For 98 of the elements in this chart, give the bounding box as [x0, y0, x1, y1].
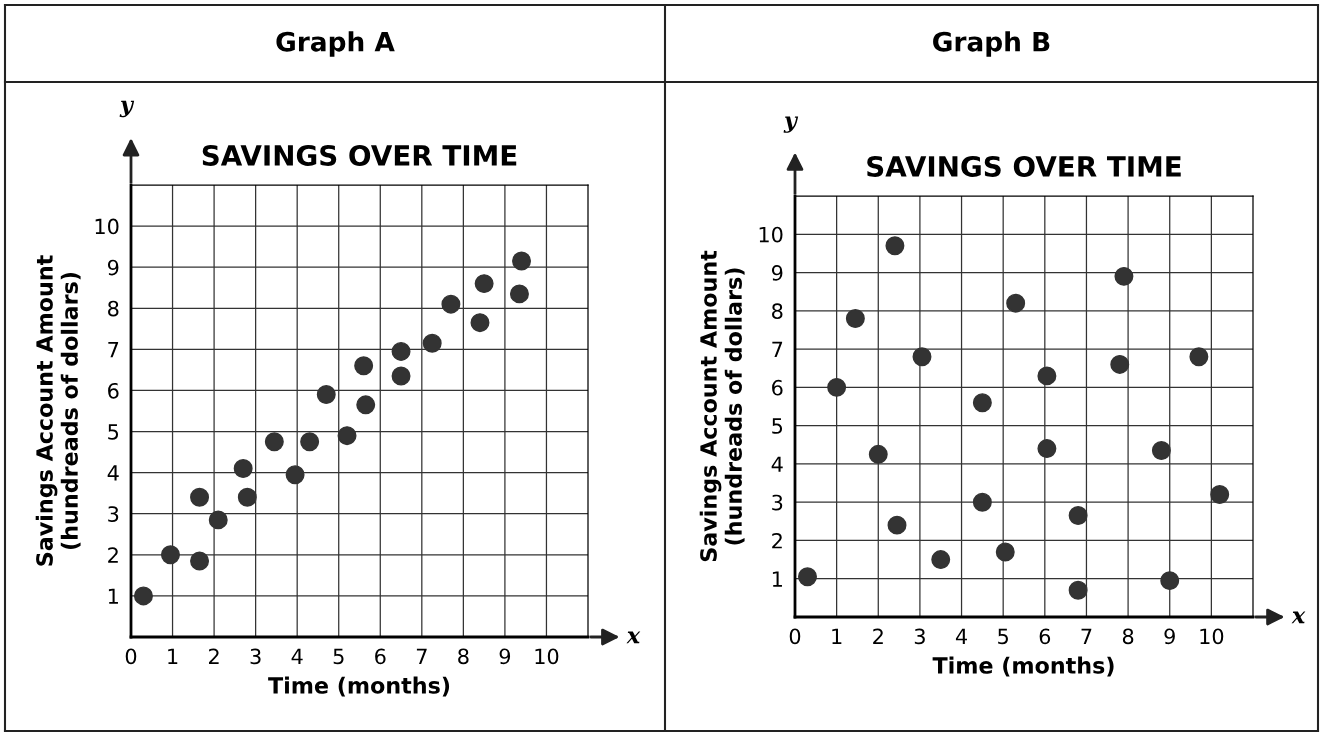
x-tick-label: 3 [914, 628, 925, 645]
y-tick-label: 6 [108, 382, 119, 399]
y-tick-label: 1 [772, 571, 782, 587]
y-tick-label: 3 [772, 494, 783, 511]
point [285, 465, 305, 485]
point [160, 545, 180, 565]
point [422, 333, 442, 353]
x-tick-label: 1 [168, 648, 178, 664]
x-tick-label: 9 [1164, 628, 1175, 645]
point [1068, 580, 1088, 600]
x-tick-label: 10 [1200, 628, 1224, 645]
y-tick-label: 9 [107, 259, 119, 276]
x-tick-label: 3 [250, 648, 261, 665]
y-axis-title: Savings Account Amount (hundreads of dollars) [35, 255, 81, 566]
y-tick-label: 8 [108, 300, 119, 317]
point [1114, 266, 1134, 286]
x-axis-title: Time (months) [932, 656, 1114, 677]
x-axis-title: Time (months) [268, 676, 450, 697]
point [354, 356, 374, 376]
y-tick-label: 1 [108, 588, 118, 604]
text: y [119, 100, 135, 118]
y-tick-label: 9 [771, 265, 783, 281]
point [887, 515, 907, 535]
y-tick-label: 7 [772, 341, 783, 358]
point [1068, 506, 1088, 526]
point [470, 313, 490, 333]
y-tick-label: 4 [771, 456, 783, 472]
y-axis-title: Savings Account Amount (hundreads of dollars) [699, 250, 745, 562]
point [441, 294, 461, 314]
point [1037, 439, 1057, 459]
point [1006, 293, 1026, 313]
y-tick-label: 2 [108, 547, 118, 563]
x-tick-label: 2 [873, 628, 883, 644]
point [356, 395, 376, 415]
y-tick-label: 6 [772, 379, 783, 396]
x-tick-label: 10 [535, 648, 559, 665]
point [391, 341, 411, 361]
point [1110, 354, 1130, 374]
x-tick-label: 7 [1081, 628, 1092, 644]
point [995, 542, 1015, 562]
point [972, 393, 992, 413]
point [133, 586, 153, 606]
point [474, 274, 494, 294]
point [1210, 485, 1230, 505]
x-tick-label: 0 [789, 628, 801, 645]
point [300, 432, 320, 452]
point [391, 366, 411, 386]
text: y [783, 116, 799, 133]
point [931, 550, 951, 570]
point [1151, 441, 1171, 460]
chart-title: Graph B [933, 31, 1050, 57]
chart-subtitle: SAVINGS OVER TIME [867, 155, 1181, 177]
point [868, 444, 888, 464]
x-tick-label: 7 [416, 648, 427, 664]
point [208, 510, 228, 530]
point [1037, 366, 1057, 386]
point [827, 377, 847, 397]
chart-title: Graph A [276, 31, 395, 57]
point [509, 284, 529, 304]
y-tick-label: 10 [95, 218, 119, 235]
point [798, 567, 817, 587]
point [512, 251, 532, 271]
point [912, 347, 932, 367]
x-tick-label: 4 [955, 628, 967, 644]
point [190, 551, 210, 571]
point [1160, 571, 1180, 591]
x-tick-label: 0 [125, 648, 137, 665]
x-tick-label: 6 [1039, 628, 1051, 645]
x-tick-label: 8 [1122, 628, 1134, 645]
x-tick-label: 8 [458, 648, 469, 665]
point [885, 236, 905, 256]
point [337, 426, 357, 446]
point [233, 459, 253, 479]
point [190, 487, 210, 507]
text: x [1291, 611, 1306, 624]
point [972, 492, 992, 512]
x-tick-label: 5 [333, 648, 344, 665]
point [1189, 347, 1209, 367]
chart-subtitle: SAVINGS OVER TIME [202, 144, 517, 166]
point [845, 308, 865, 328]
y-tick-label: 8 [772, 303, 783, 320]
y-tick-label: 7 [108, 342, 119, 358]
y-tick-label: 3 [108, 506, 119, 522]
x-tick-label: 1 [832, 628, 842, 644]
y-tick-label: 4 [107, 465, 119, 481]
point [237, 487, 257, 507]
x-tick-label: 6 [375, 648, 386, 665]
x-tick-label: 4 [291, 648, 303, 664]
point [264, 432, 284, 452]
x-tick-label: 2 [208, 648, 219, 664]
point [316, 385, 336, 405]
text: x [626, 631, 641, 644]
y-tick-label: 2 [772, 532, 782, 549]
x-tick-label: 9 [499, 648, 511, 665]
y-tick-label: 10 [759, 226, 783, 243]
y-tick-label: 5 [772, 418, 783, 434]
y-tick-label: 5 [108, 424, 119, 440]
x-tick-label: 5 [998, 628, 1008, 645]
